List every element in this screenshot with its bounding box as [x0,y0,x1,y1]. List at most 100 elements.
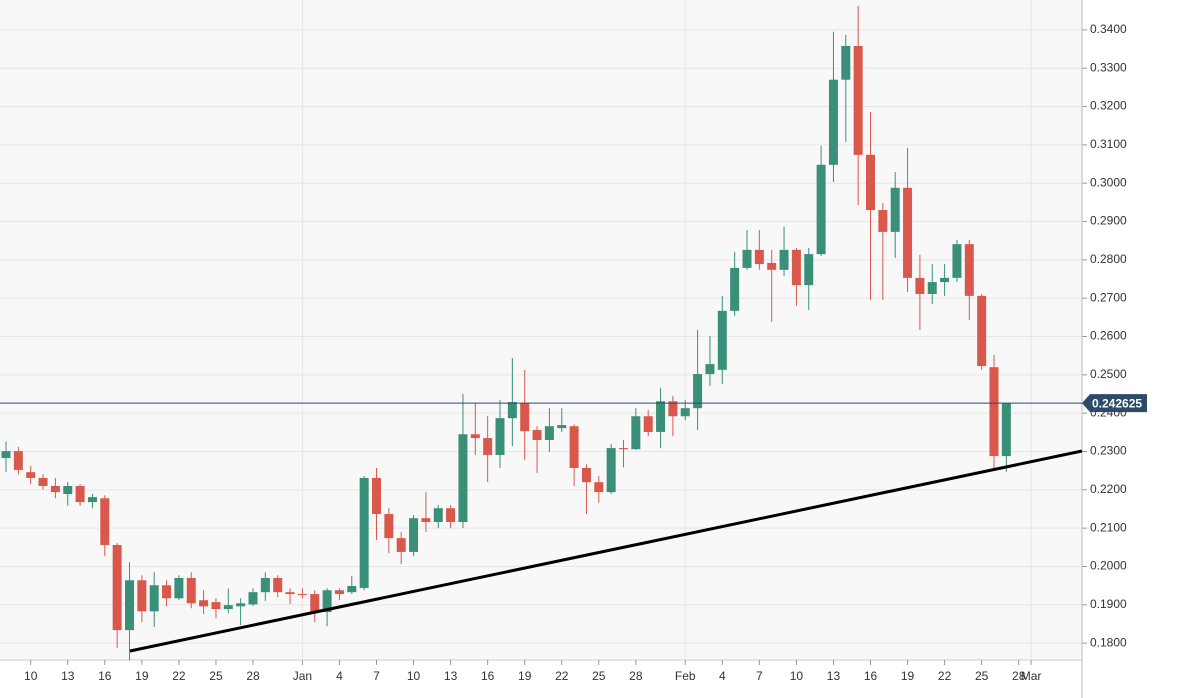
candles [1,5,1011,660]
candle-body [236,603,246,607]
candle-body [927,282,937,294]
candle-body [87,497,97,503]
candle-body [125,580,134,631]
candle-body [952,244,962,278]
candle-body [137,580,147,612]
candle-body [940,277,950,283]
x-tick-label: 25 [592,669,606,683]
candle-body [409,518,419,552]
x-tick-label: 4 [336,669,343,683]
candle-body [211,602,221,610]
candle-body [13,451,23,470]
candle-body [915,277,925,294]
candle-body [507,402,517,419]
candle-body [594,482,604,493]
candle-body [273,577,283,593]
candle-body [569,426,579,468]
candle-body [977,295,987,367]
candle-body [1001,403,1011,457]
y-tick-label: 0.2700 [1090,290,1127,304]
candle-body [828,79,838,165]
y-tick-label: 0.3400 [1090,22,1127,36]
candle-body [347,586,357,593]
candle-body [186,577,196,604]
candle-body [668,401,678,417]
candle-body [890,187,900,232]
candle-body [495,418,505,455]
candle-body [334,590,344,595]
x-tick-label: 28 [1012,669,1026,683]
candle-body [63,485,73,495]
candle-body [804,254,814,286]
y-tick-label: 0.1800 [1090,635,1127,649]
y-tick-label: 0.2900 [1090,214,1127,228]
x-tick-label: 22 [938,669,952,683]
y-tick-label: 0.3200 [1090,99,1127,113]
candle-body [878,210,888,232]
trend-line [129,449,1083,653]
x-tick-label: Mar [1021,669,1042,683]
x-tick-label: 16 [481,669,495,683]
x-tick-label: 10 [407,669,421,683]
x-tick-label: 22 [555,669,569,683]
overlay: 0.1800 0.1900 0.2000 0.2100 0.2200 0.2300 0.24… [0,22,1147,683]
x-tick-label: Jan [293,669,312,683]
candle-body [149,585,159,612]
candle-body [767,262,777,270]
candle-body [50,485,60,493]
candle-body [816,164,826,255]
y-tick-label: 0.2100 [1090,520,1127,534]
candle-body [903,187,913,278]
candle-body [470,434,480,439]
candle-body [841,45,851,80]
candle-body [693,374,703,409]
y-tick-label: 0.2600 [1090,329,1127,343]
price-axis-area [1082,0,1182,698]
candle-body [75,485,85,503]
candle-body [38,477,48,486]
x-tick-label: 19 [135,669,149,683]
y-tick-label: 0.1900 [1090,597,1127,611]
x-tick-label: 28 [629,669,643,683]
y-tick-label: 0.3300 [1090,60,1127,74]
x-tick-label: 7 [756,669,763,683]
candle-body [791,249,801,286]
x-tick-label: 25 [209,669,223,683]
candle-body [26,472,36,478]
candle-body [396,538,406,552]
x-tick-label: 16 [98,669,112,683]
y-tick-label: 0.2800 [1090,252,1127,266]
candle-body [322,590,332,613]
candle-body [260,577,270,593]
candle-body [1,451,11,459]
x-tick-label: 13 [827,669,841,683]
candle-body [631,416,641,450]
candle-body [853,45,863,155]
y-tick-label: 0.2300 [1090,444,1127,458]
candle-body [779,249,789,270]
candle-body [989,367,999,457]
last-price-label: 0.242625 [1092,396,1142,410]
candle-body [619,448,628,450]
x-tick-label: 4 [719,669,726,683]
x-tick-label: 13 [444,669,458,683]
candle-body [458,434,468,523]
candle-body [297,594,307,596]
candle-body [372,477,381,514]
candle-body [248,592,258,605]
candle-body [162,585,172,599]
plot-area [0,0,1082,660]
y-tick-label: 0.2200 [1090,482,1127,496]
x-tick-label: 19 [901,669,915,683]
x-tick-label: 10 [24,669,38,683]
x-tick-label: 16 [864,669,878,683]
candle-body [730,267,740,311]
y-tick-label: 0.2000 [1090,559,1127,573]
grid [0,0,1082,660]
candle-body [446,508,456,523]
candle-body [285,592,295,595]
candle-body [754,249,764,265]
candle-body [606,448,616,493]
